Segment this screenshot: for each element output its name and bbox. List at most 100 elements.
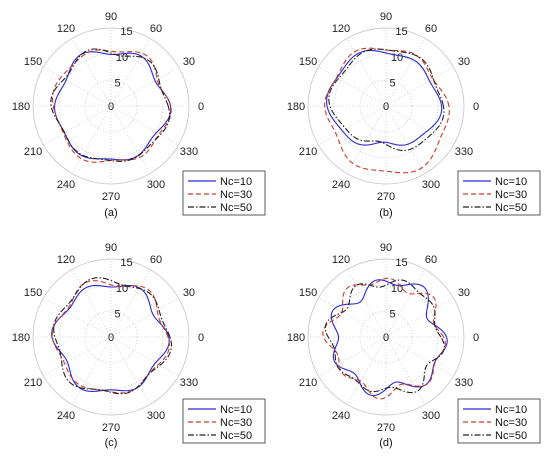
angle-spoke [71,269,112,338]
angle-tick-label: 90 [380,11,392,23]
angle-tick-label: 210 [24,146,42,158]
polar-panel-1: 0306090120150180210240270300330051015Nc=… [12,11,266,219]
panel-label: (b) [379,207,392,219]
angle-spoke [385,269,426,338]
angle-spoke [318,105,387,146]
angle-spoke [385,66,454,107]
angle-tick-label: 240 [57,410,75,422]
angle-tick-label: 330 [180,146,198,158]
angle-tick-label: 240 [332,410,350,422]
series-line-nc-10 [326,49,443,146]
angle-tick-label: 240 [57,179,75,191]
angle-tick-label: 270 [102,422,120,434]
r-tick-label: 15 [120,26,132,38]
angle-tick-label: 330 [180,377,198,389]
angle-tick-label: 150 [299,287,317,299]
angle-tick-label: 120 [332,254,350,266]
angle-spoke [71,336,112,405]
polar-panel-3: 0306090120150180210240270300330051015Nc=… [12,242,266,449]
angle-spoke [43,336,112,377]
legend-box [457,398,541,444]
series-line-nc-50 [328,48,445,152]
polar-panel-2: 0306090120150180210240270300330051015Nc=… [287,11,541,219]
r-tick-label: 5 [389,308,395,320]
angle-spoke [346,105,387,174]
legend-label: Nc=30 [220,189,252,201]
legend-label: Nc=50 [495,202,527,214]
angle-tick-label: 180 [12,332,30,344]
legend-label: Nc=30 [495,189,527,201]
r-tick-label: 10 [116,52,128,64]
angle-tick-label: 60 [425,254,437,266]
angle-tick-label: 330 [455,377,473,389]
angle-tick-label: 120 [57,254,75,266]
angle-spoke [110,66,179,107]
angle-spoke [385,38,426,107]
angle-spoke [110,105,151,174]
angle-spoke [318,66,387,107]
legend-label: Nc=10 [220,176,252,188]
angle-tick-label: 30 [183,287,195,299]
panel-label: (d) [379,437,392,449]
r-grid-circle [32,258,190,416]
series-line-nc-10 [330,279,448,397]
angle-tick-label: 30 [458,287,470,299]
legend-box [182,398,266,444]
angle-spoke [346,38,387,107]
angle-tick-label: 210 [299,146,317,158]
angle-tick-label: 90 [105,11,117,23]
legend-box [457,170,541,216]
r-tick-label: 10 [391,52,403,64]
series-line-nc-30 [51,49,172,163]
angle-tick-label: 30 [458,56,470,68]
legend-label: Nc=10 [495,404,527,416]
r-grid-circle [84,79,138,133]
r-grid-circle [307,27,465,185]
angle-spoke [110,297,179,338]
r-grid-circle [359,79,413,133]
angle-tick-label: 300 [147,410,165,422]
angle-tick-label: 120 [332,23,350,35]
angle-tick-label: 150 [299,56,317,68]
angle-spoke [385,336,426,405]
angle-tick-label: 270 [102,191,120,203]
angle-tick-label: 330 [455,146,473,158]
angle-tick-label: 60 [150,23,162,35]
angle-spoke [385,105,454,146]
panel-label: (c) [105,437,118,449]
angle-spoke [346,269,387,338]
angle-spoke [346,336,387,405]
angle-spoke [110,38,151,107]
series-line-nc-50 [324,279,445,394]
angle-tick-label: 120 [57,23,75,35]
panel-label: (a) [104,207,117,219]
angle-spoke [43,66,112,107]
r-tick-label: 0 [383,101,389,113]
angle-tick-label: 0 [198,332,204,344]
angle-tick-label: 300 [147,179,165,191]
legend-label: Nc=30 [220,417,252,429]
series-line-nc-50 [50,48,171,162]
r-tick-label: 0 [383,332,389,344]
legend-label: Nc=50 [495,430,527,442]
legend-label: Nc=30 [495,417,527,429]
r-grid-circle [84,310,138,364]
angle-tick-label: 30 [183,56,195,68]
angle-tick-label: 0 [198,101,204,113]
legend-label: Nc=10 [220,404,252,416]
angle-tick-label: 300 [422,179,440,191]
angle-tick-label: 210 [24,377,42,389]
angle-tick-label: 240 [332,179,350,191]
angle-spoke [385,105,426,174]
r-grid-circle [359,310,413,364]
angle-tick-label: 270 [377,422,395,434]
legend-box [182,170,266,216]
r-tick-label: 15 [120,257,132,269]
angle-tick-label: 150 [24,56,42,68]
legend-label: Nc=10 [495,176,527,188]
